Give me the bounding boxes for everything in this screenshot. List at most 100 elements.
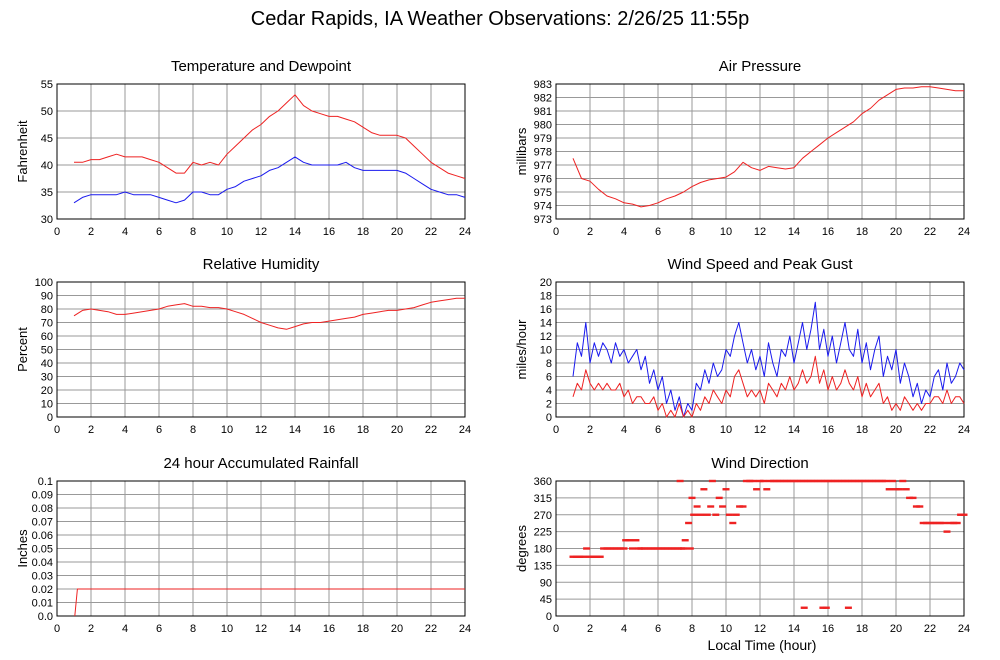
- x-tick-label: 12: [255, 424, 267, 436]
- x-tick-label: 12: [754, 226, 766, 238]
- data-point: [763, 488, 771, 491]
- y-tick-label: 315: [534, 493, 552, 505]
- x-tick-label: 10: [720, 623, 732, 635]
- data-point: [916, 505, 924, 508]
- y-tick-label: 0.01: [32, 598, 53, 610]
- y-tick-label: 980: [534, 120, 552, 132]
- y-tick-label: 90: [41, 291, 53, 303]
- data-point: [676, 479, 684, 483]
- x-tick-label: 0: [553, 623, 559, 635]
- series-line: [572, 355, 965, 418]
- data-point: [940, 521, 948, 525]
- data-point: [703, 513, 711, 516]
- y-tick-label: 16: [540, 304, 552, 316]
- plot-frame: [56, 281, 466, 418]
- data-point: [681, 539, 689, 542]
- y-tick-label: 973: [534, 214, 552, 226]
- x-tick-label: 20: [890, 226, 902, 238]
- x-tick-label: 4: [122, 623, 128, 635]
- chart-title: Temperature and Dewpoint: [171, 58, 352, 75]
- x-tick-label: 6: [655, 424, 661, 436]
- series-line: [74, 94, 466, 179]
- y-tick-label: 8: [546, 358, 552, 370]
- x-tick-label: 8: [190, 623, 196, 635]
- data-point: [800, 606, 808, 609]
- y-tick-label: 45: [41, 133, 53, 145]
- x-tick-label: 10: [221, 424, 233, 436]
- relative-humidity-chart: Relative Humidity01020304050607080901000…: [15, 256, 471, 436]
- data-point: [725, 513, 733, 516]
- y-tick-label: 70: [41, 318, 53, 330]
- y-tick-label: 978: [534, 147, 552, 159]
- y-tick-label: 0: [546, 412, 552, 424]
- x-tick-label: 2: [88, 226, 94, 238]
- x-tick-label: 2: [88, 424, 94, 436]
- data-point: [739, 505, 747, 508]
- data-point: [885, 488, 893, 491]
- x-tick-label: 0: [54, 623, 60, 635]
- y-tick-label: 135: [534, 560, 552, 572]
- x-tick-label: 16: [822, 226, 834, 238]
- y-tick-label: 30: [41, 372, 53, 384]
- data-point: [895, 488, 903, 491]
- y-tick-label: 30: [41, 214, 53, 226]
- data-point: [620, 547, 628, 550]
- y-tick-label: 0.09: [32, 490, 53, 502]
- y-tick-label: 40: [41, 160, 53, 172]
- x-tick-label: 14: [788, 424, 800, 436]
- x-tick-label: 14: [289, 226, 301, 238]
- x-tick-label: 12: [754, 623, 766, 635]
- y-axis-label: degrees: [514, 525, 529, 572]
- chart-title: 24 hour Accumulated Rainfall: [163, 455, 358, 472]
- x-tick-label: 2: [587, 424, 593, 436]
- data-point: [583, 547, 591, 550]
- x-tick-label: 0: [553, 424, 559, 436]
- data-point: [686, 547, 694, 550]
- page-title: Cedar Rapids, IA Weather Observations: 2…: [250, 8, 750, 30]
- y-tick-label: 2: [546, 399, 552, 411]
- chart-title: Wind Speed and Peak Gust: [667, 256, 853, 273]
- data-point: [749, 479, 757, 483]
- series-line: [572, 301, 965, 418]
- x-axis-label: Local Time (hour): [708, 637, 817, 653]
- data-point: [707, 505, 715, 508]
- y-tick-label: 35: [41, 187, 53, 199]
- y-tick-label: 0.07: [32, 517, 53, 529]
- x-tick-label: 24: [459, 424, 471, 436]
- y-tick-label: 976: [534, 174, 552, 186]
- x-tick-label: 22: [924, 424, 936, 436]
- data-point: [708, 479, 716, 483]
- x-tick-label: 16: [323, 623, 335, 635]
- x-tick-label: 2: [88, 623, 94, 635]
- chart-title: Relative Humidity: [203, 256, 320, 273]
- x-tick-label: 2: [587, 623, 593, 635]
- x-tick-label: 10: [221, 623, 233, 635]
- x-tick-label: 18: [856, 424, 868, 436]
- data-point: [953, 521, 961, 525]
- x-tick-label: 24: [958, 226, 970, 238]
- x-tick-label: 8: [190, 424, 196, 436]
- y-tick-label: 55: [41, 79, 53, 91]
- y-tick-label: 4: [546, 385, 552, 397]
- data-point: [680, 547, 687, 550]
- x-tick-label: 10: [720, 226, 732, 238]
- data-point: [729, 521, 737, 525]
- y-tick-label: 974: [534, 201, 552, 213]
- wind-speed-gust-chart: Wind Speed and Peak Gust0246810121416182…: [514, 256, 970, 436]
- data-point: [909, 496, 917, 500]
- data-point: [732, 513, 740, 516]
- y-tick-label: 180: [534, 544, 552, 556]
- y-axis-label: miles/hour: [514, 319, 529, 380]
- data-point: [960, 513, 968, 516]
- x-tick-label: 14: [788, 226, 800, 238]
- x-tick-label: 18: [357, 226, 369, 238]
- y-tick-label: 0.1: [38, 476, 53, 488]
- x-tick-label: 4: [621, 424, 627, 436]
- series-line: [74, 588, 465, 617]
- y-tick-label: 20: [41, 385, 53, 397]
- y-tick-label: 6: [546, 372, 552, 384]
- y-tick-label: 0: [546, 611, 552, 623]
- y-tick-label: 982: [534, 93, 552, 105]
- y-tick-label: 0.0: [38, 611, 53, 623]
- x-tick-label: 4: [122, 424, 128, 436]
